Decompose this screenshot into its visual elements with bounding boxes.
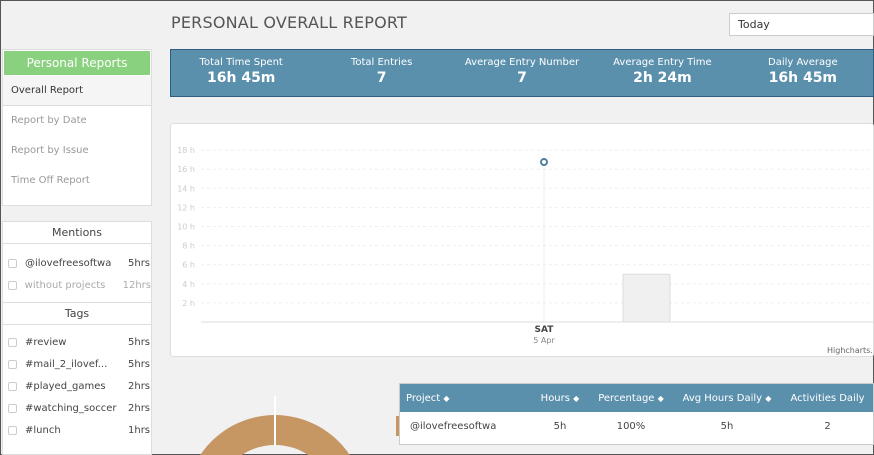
projects-table: Project ◆ Hours ◆ Percentage ◆ Avg Hours Da… <box>399 383 874 445</box>
nav-time-off-report[interactable]: Time Off Report <box>11 175 90 186</box>
highcharts-credit: Highcharts.com <box>827 346 874 355</box>
y-tick-label: 4 h <box>182 280 195 289</box>
stat-card: Average Entry Number 7 <box>452 50 592 96</box>
tag-item[interactable]: #mail_2_ilovef... 5hrs <box>3 353 151 375</box>
y-tick-label: 12 h <box>177 203 195 212</box>
project-donut-chart <box>200 396 350 455</box>
personal-reports-heading: Personal Reports <box>4 51 150 75</box>
tag-hours: 2hrs <box>128 402 151 414</box>
personal-reports-menu: Personal Reports Overall Report Report b… <box>2 49 152 206</box>
column-header-label: Project <box>406 392 441 404</box>
column-header[interactable]: Project ◆ <box>400 393 530 404</box>
checkbox[interactable] <box>8 258 17 268</box>
checkbox[interactable] <box>8 337 17 347</box>
stat-label: Average Entry Number <box>464 57 580 68</box>
tag-label: #mail_2_ilovef... <box>25 358 108 370</box>
stat-label: Average Entry Time <box>613 57 712 68</box>
tag-label: #played_games <box>25 380 106 392</box>
table-cell: @ilovefreesoftwa <box>410 420 497 432</box>
y-tick-label: 6 h <box>182 261 195 270</box>
table-cell: 100% <box>616 420 646 432</box>
tags-heading: Tags <box>3 303 151 325</box>
y-tick-label: 10 h <box>177 223 195 232</box>
tag-item[interactable]: #played_games 2hrs <box>3 375 151 397</box>
nav-report-by-date[interactable]: Report by Date <box>11 115 87 126</box>
column-header[interactable]: Hours ◆ <box>530 393 590 404</box>
project-color-swatch <box>396 416 400 436</box>
stat-value: 16h 45m <box>207 70 276 86</box>
tag-hours: 5hrs <box>128 358 151 370</box>
column-header[interactable]: Avg Hours Daily ◆ <box>672 393 782 404</box>
mention-hours: 12hrs <box>122 279 151 291</box>
x-tick-day: SAT <box>535 325 555 335</box>
y-tick-label: 14 h <box>177 184 195 193</box>
filters-panel: Mentions @ilovefreesoftwa 5hrs without pr… <box>2 221 152 455</box>
hours-chart: 2 h 4 h 6 h 8 h 10 h 12 h 14 h 16 h 18 h SAT 5 Apr… <box>170 123 874 357</box>
sort-icon[interactable]: ◆ <box>765 393 772 403</box>
table-row[interactable]: @ilovefreesoftwa 5h 100% 5h 2 <box>400 412 873 440</box>
y-tick-label: 16 h <box>177 165 195 174</box>
column-header-label: Hours <box>540 392 570 404</box>
y-tick-label: 8 h <box>182 242 195 251</box>
stat-label: Total Entries <box>350 57 413 68</box>
stat-label: Daily Average <box>768 57 838 68</box>
sort-icon[interactable]: ◆ <box>443 393 450 403</box>
tag-hours: 1hrs <box>128 424 151 436</box>
stat-card: Average Entry Time 2h 24m <box>592 50 732 96</box>
column-header-label: Percentage <box>598 392 655 404</box>
mention-item[interactable]: without projects 12hrs <box>3 274 151 296</box>
column-header[interactable]: Percentage ◆ <box>590 393 672 404</box>
data-point <box>540 158 548 167</box>
sort-icon[interactable]: ◆ <box>657 393 664 403</box>
tag-item[interactable]: #review 5hrs <box>3 331 151 353</box>
nav-report-by-issue[interactable]: Report by Issue <box>11 145 89 156</box>
mention-hours: 5hrs <box>128 257 151 269</box>
date-range-select[interactable]: Today <box>729 13 874 36</box>
y-tick-label: 2 h <box>182 299 195 308</box>
column-header-label: Activities Daily <box>790 392 865 404</box>
tag-item[interactable]: #lunch 1hrs <box>3 419 151 441</box>
stat-value: 2h 24m <box>633 70 692 86</box>
stat-card: Daily Average 16h 45m <box>733 50 873 96</box>
mention-item[interactable]: @ilovefreesoftwa 5hrs <box>3 252 151 274</box>
stat-value: 16h 45m <box>768 70 838 86</box>
tag-label: #review <box>25 336 67 348</box>
stat-label: Total Time Spent <box>199 57 283 68</box>
column-header-label: Avg Hours Daily <box>682 392 763 404</box>
tag-hours: 2hrs <box>128 380 151 392</box>
checkbox[interactable] <box>8 425 17 435</box>
mention-label: without projects <box>24 279 106 291</box>
x-tick-date: 5 Apr <box>533 336 555 345</box>
mention-label: @ilovefreesoftwa <box>25 257 112 269</box>
stat-card: Total Time Spent 16h 45m <box>171 50 311 96</box>
column-header[interactable]: Activities Daily <box>782 393 873 404</box>
stat-value: 7 <box>376 70 387 86</box>
checkbox[interactable] <box>8 381 17 391</box>
table-cell: 5h <box>720 420 734 432</box>
stat-card: Total Entries 7 <box>311 50 451 96</box>
tag-item[interactable]: #watching_soccer 2hrs <box>3 397 151 419</box>
summary-stats: Total Time Spent 16h 45m Total Entries 7 Ave… <box>170 49 874 97</box>
y-tick-label: 18 h <box>177 146 195 155</box>
checkbox[interactable] <box>8 403 17 413</box>
table-cell: 2 <box>824 420 831 432</box>
bar <box>622 273 671 323</box>
checkbox[interactable] <box>8 359 17 369</box>
sort-icon[interactable]: ◆ <box>573 393 580 403</box>
tag-label: #watching_soccer <box>25 402 117 414</box>
mentions-heading: Mentions <box>3 222 151 244</box>
table-cell: 5h <box>553 420 567 432</box>
tag-hours: 5hrs <box>128 336 151 348</box>
checkbox[interactable] <box>8 280 17 290</box>
page-title: PERSONAL OVERALL REPORT <box>171 13 408 32</box>
nav-overall-report[interactable]: Overall Report <box>3 76 151 106</box>
stat-value: 7 <box>517 70 527 86</box>
tag-label: #lunch <box>25 424 61 436</box>
